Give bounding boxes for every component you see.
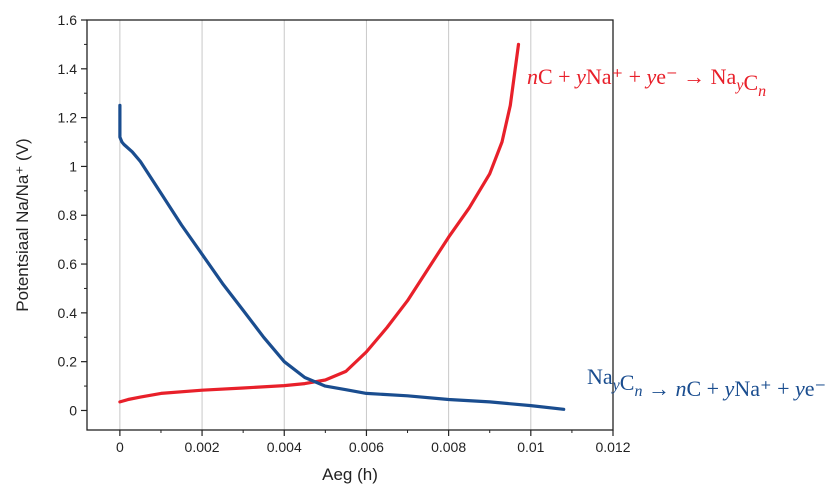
series-line-1 xyxy=(118,42,521,404)
plot-frame xyxy=(86,19,614,431)
y-tick-label: 0.4 xyxy=(58,305,78,321)
x-tick-label: 0.006 xyxy=(349,439,384,455)
x-tick-label: 0 xyxy=(116,439,124,455)
y-axis-label: Potentsiaal Na/Na⁺ (V) xyxy=(13,138,32,311)
x-tick-label: 0.002 xyxy=(185,439,220,455)
vertical-gridlines xyxy=(119,20,532,430)
y-tick-label: 1.4 xyxy=(58,61,78,77)
x-tick-label: 0.012 xyxy=(595,439,630,455)
y-tick-label: 0.6 xyxy=(58,256,78,272)
y-axis-ticks: 0 0.2 0.4 0.6 0.8 1 1.2 1.4 1.6 xyxy=(58,12,87,418)
equation-1: nC + yNa⁺ + ye⁻ → NayCn xyxy=(527,64,766,100)
y-tick-label: 1 xyxy=(69,158,77,174)
y-tick-label: 0.2 xyxy=(58,354,78,370)
series-line-2 xyxy=(118,103,566,411)
y-tick-label: 1.2 xyxy=(58,110,78,126)
y-tick-label: 1.6 xyxy=(58,12,78,28)
x-axis-label: Aeg (h) xyxy=(322,465,378,484)
x-tick-label: 0.004 xyxy=(267,439,302,455)
x-tick-label: 0.01 xyxy=(517,439,544,455)
y-tick-label: 0 xyxy=(69,402,77,418)
x-tick-label: 0.008 xyxy=(431,439,466,455)
y-tick-label: 0.8 xyxy=(58,207,78,223)
x-axis-ticks: 0 0.002 0.004 0.006 0.008 0.01 0.012 xyxy=(116,430,631,455)
series-lines xyxy=(118,42,566,411)
reaction-equations: nC + yNa⁺ + ye⁻ → NayCn NayCn → nC + yNa⁺… xyxy=(527,64,826,401)
equation-2: NayCn → nC + yNa⁺ + ye⁻ xyxy=(587,364,826,401)
